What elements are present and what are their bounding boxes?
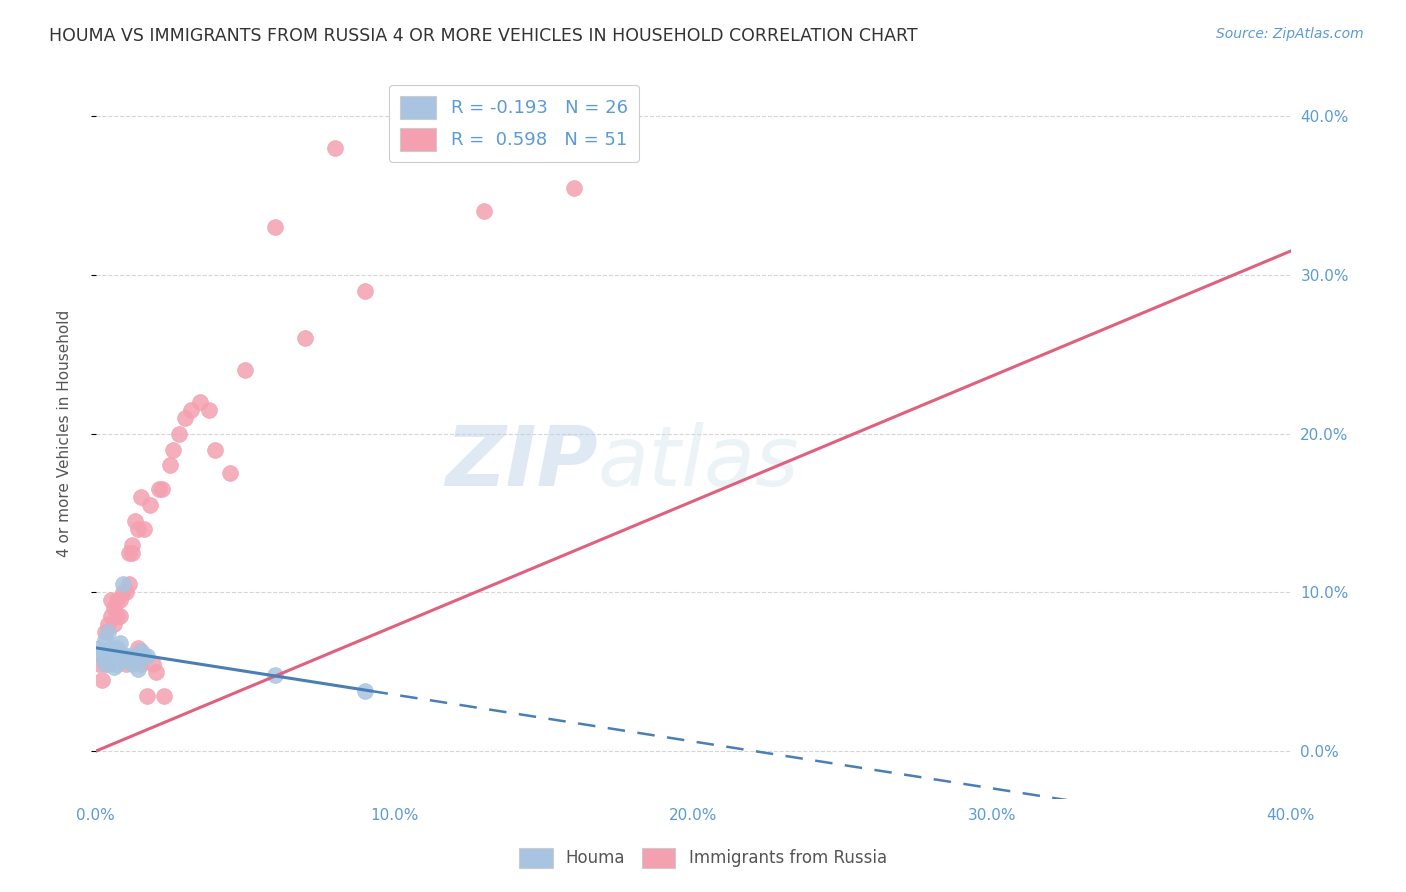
Legend: Houma, Immigrants from Russia: Houma, Immigrants from Russia <box>513 841 893 875</box>
Point <box>124 514 146 528</box>
Point <box>103 601 125 615</box>
Point <box>111 585 134 599</box>
Point <box>114 657 136 671</box>
Point <box>124 648 146 663</box>
Point <box>121 538 143 552</box>
Point <box>108 646 131 660</box>
Point <box>94 657 117 671</box>
Point <box>162 442 184 457</box>
Point <box>180 402 202 417</box>
Point <box>100 609 122 624</box>
Point <box>188 395 211 409</box>
Text: HOUMA VS IMMIGRANTS FROM RUSSIA 4 OR MORE VEHICLES IN HOUSEHOLD CORRELATION CHAR: HOUMA VS IMMIGRANTS FROM RUSSIA 4 OR MOR… <box>49 27 918 45</box>
Point <box>219 467 242 481</box>
Point <box>129 644 152 658</box>
Point <box>135 648 157 663</box>
Point <box>562 180 585 194</box>
Point <box>323 141 346 155</box>
Point <box>198 402 221 417</box>
Point <box>148 482 170 496</box>
Point <box>103 648 125 663</box>
Point <box>117 577 139 591</box>
Point <box>97 657 120 671</box>
Point <box>472 204 495 219</box>
Point <box>135 689 157 703</box>
Point <box>94 633 117 648</box>
Point <box>129 490 152 504</box>
Point <box>111 648 134 663</box>
Point <box>294 331 316 345</box>
Point <box>114 652 136 666</box>
Point <box>108 609 131 624</box>
Point <box>145 665 167 679</box>
Point <box>105 640 128 655</box>
Point <box>204 442 226 457</box>
Point <box>108 593 131 607</box>
Point <box>103 617 125 632</box>
Point <box>129 657 152 671</box>
Point <box>97 617 120 632</box>
Text: atlas: atlas <box>598 422 799 503</box>
Point <box>132 522 155 536</box>
Point <box>111 577 134 591</box>
Point <box>127 662 149 676</box>
Point <box>97 625 120 640</box>
Point <box>141 657 163 671</box>
Point <box>138 498 160 512</box>
Point <box>121 657 143 671</box>
Point <box>117 648 139 663</box>
Point <box>264 668 287 682</box>
Point <box>132 648 155 663</box>
Point <box>353 683 375 698</box>
Point <box>103 660 125 674</box>
Point <box>127 522 149 536</box>
Point <box>121 546 143 560</box>
Point <box>174 410 197 425</box>
Text: ZIP: ZIP <box>444 422 598 503</box>
Point <box>100 652 122 666</box>
Y-axis label: 4 or more Vehicles in Household: 4 or more Vehicles in Household <box>58 310 72 558</box>
Text: Source: ZipAtlas.com: Source: ZipAtlas.com <box>1216 27 1364 41</box>
Point <box>90 648 112 663</box>
Point <box>169 426 191 441</box>
Point <box>105 609 128 624</box>
Point <box>353 284 375 298</box>
Point <box>100 593 122 607</box>
Point <box>105 593 128 607</box>
Point <box>97 648 120 663</box>
Point <box>108 636 131 650</box>
Point <box>87 657 110 671</box>
Point <box>159 458 181 473</box>
Point <box>105 657 128 671</box>
Point <box>87 640 110 655</box>
Point <box>233 363 256 377</box>
Point <box>150 482 173 496</box>
Legend: R = -0.193   N = 26, R =  0.598   N = 51: R = -0.193 N = 26, R = 0.598 N = 51 <box>389 85 638 162</box>
Point <box>114 585 136 599</box>
Point <box>94 625 117 640</box>
Point <box>90 673 112 687</box>
Point <box>264 220 287 235</box>
Point <box>127 640 149 655</box>
Point <box>153 689 176 703</box>
Point <box>124 648 146 663</box>
Point <box>114 648 136 663</box>
Point <box>117 546 139 560</box>
Point <box>100 640 122 655</box>
